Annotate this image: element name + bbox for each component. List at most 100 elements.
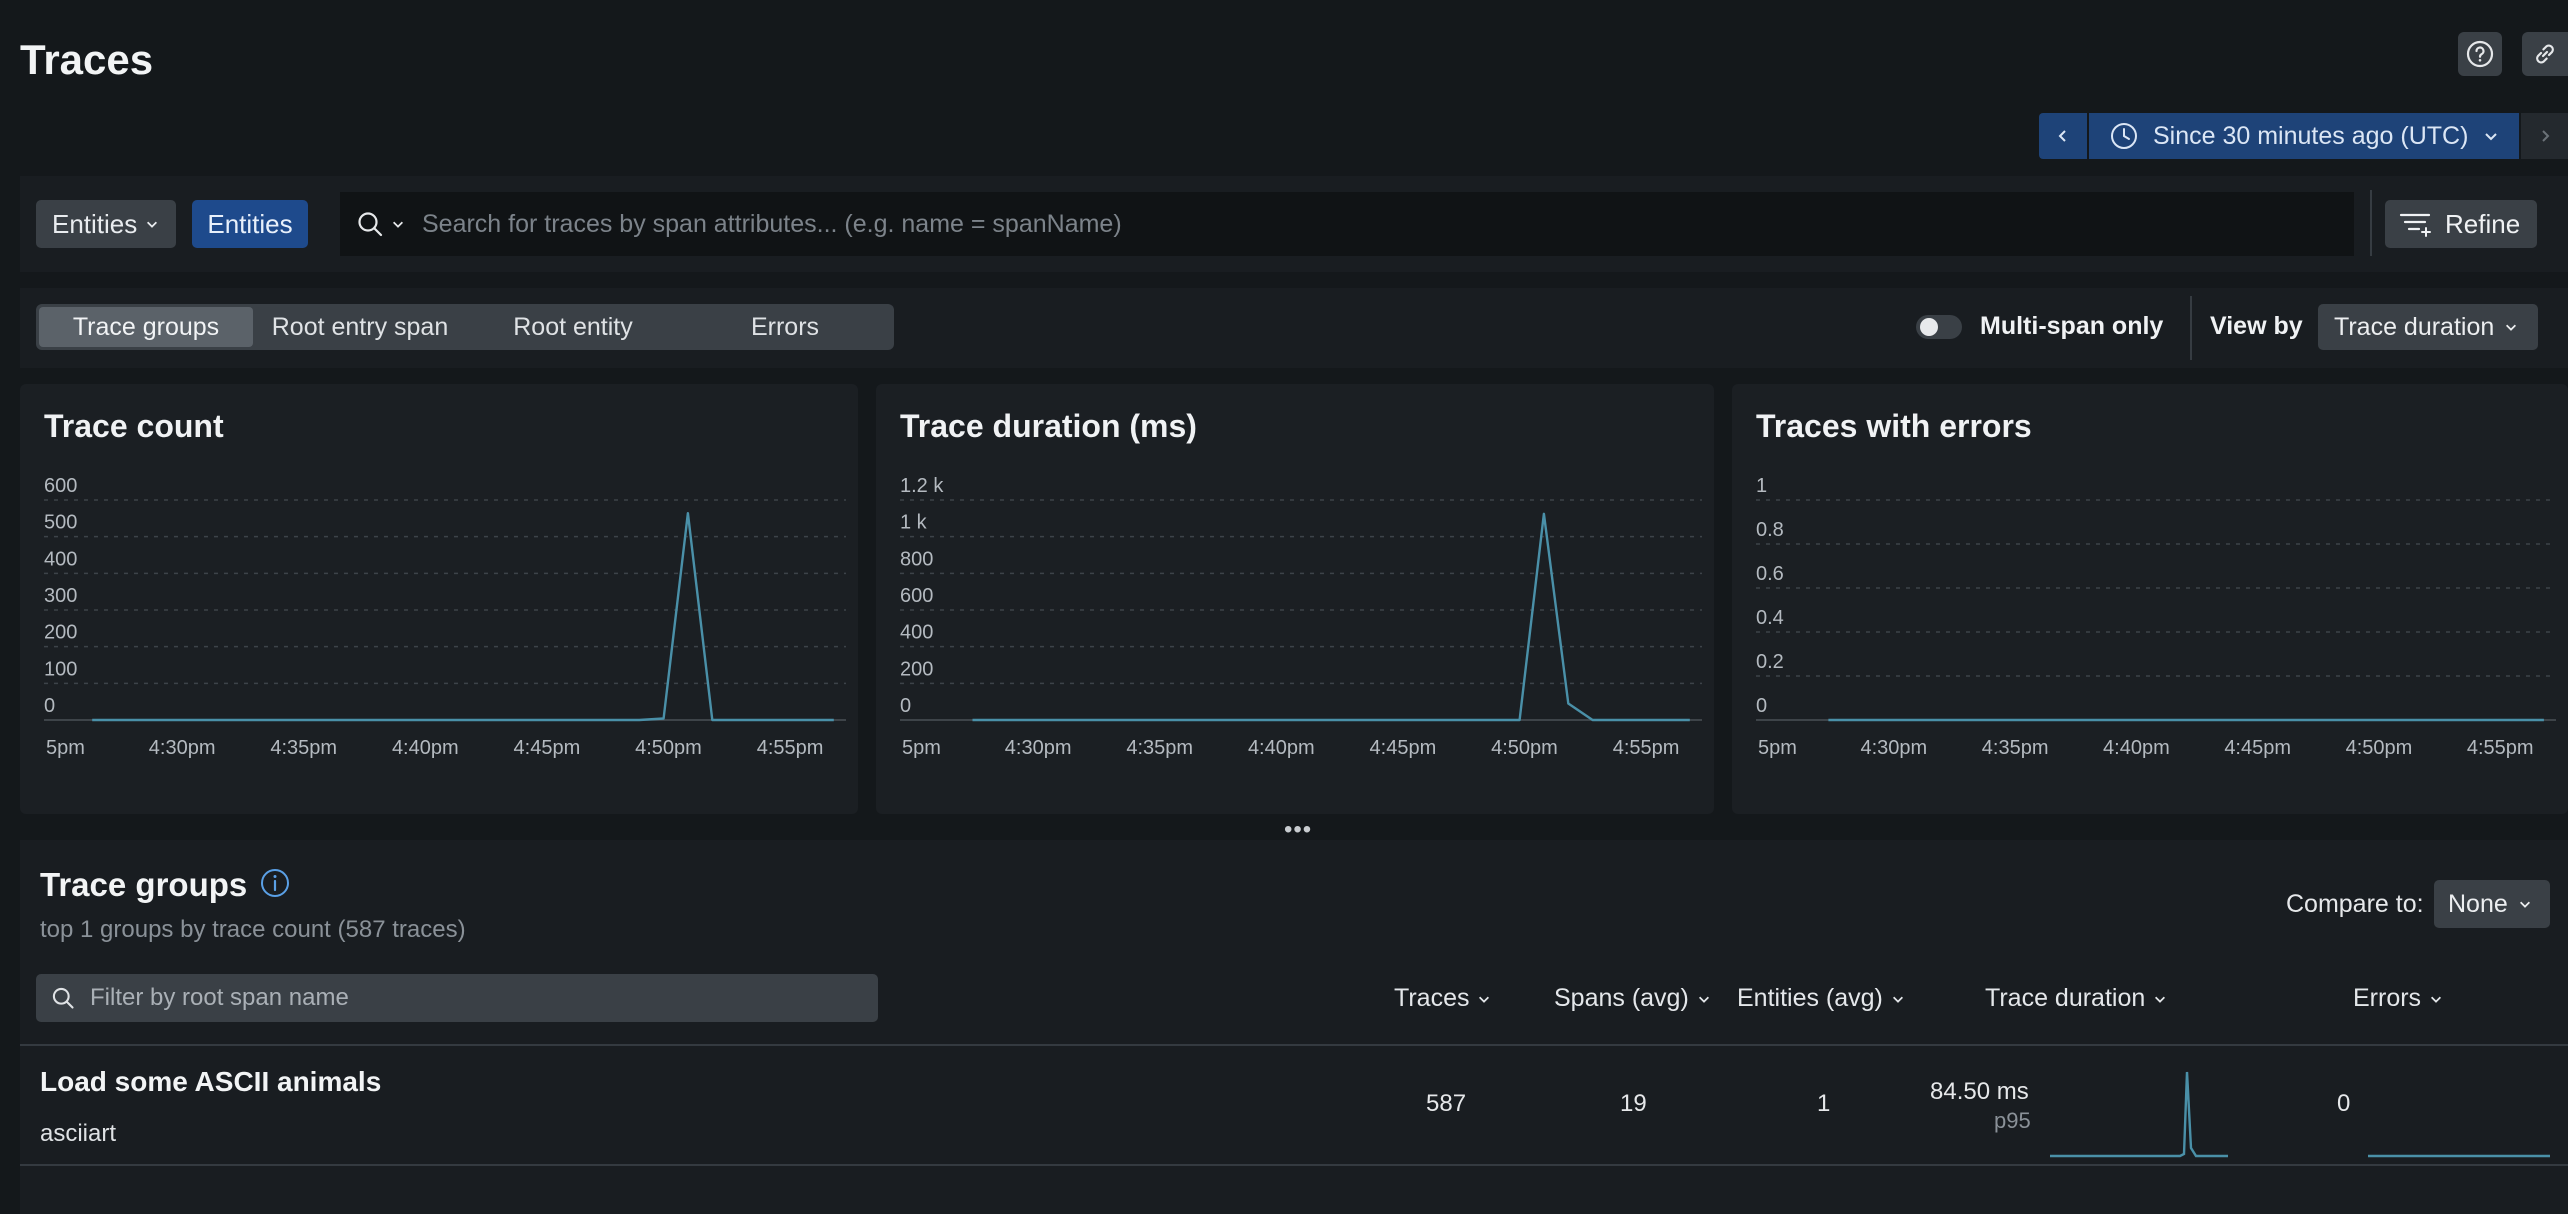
y-tick-label: 1 k [900, 512, 928, 534]
x-tick-label: 5pm [902, 737, 941, 759]
y-tick-label: 500 [44, 512, 77, 534]
x-tick-label: 4:40pm [392, 737, 459, 759]
trace-group-entity[interactable]: asciiart [40, 1120, 117, 1147]
time-picker-dropdown[interactable]: Since 30 minutes ago (UTC) [2089, 113, 2519, 159]
chevron-down-icon [147, 221, 158, 228]
trace-count-chart: 600 500 400 300 200 100 0 5pm 4:30pm 4:35pm 4:40pm… [44, 475, 846, 759]
chart-card-traces-with-errors[interactable]: Traces with errors 1 0.8 0.6 0.4 0.2 0 5pm 4:30… [1732, 384, 2568, 814]
y-tick-label: 1 [1756, 475, 1767, 497]
column-header-spans[interactable]: Spans (avg) [1554, 984, 1711, 1013]
x-tick-label: 4:55pm [2467, 737, 2534, 759]
table-divider [20, 1044, 2568, 1046]
chevron-down-icon [1698, 996, 1709, 1003]
y-tick-label: 0.8 [1756, 519, 1784, 541]
chart-title: Trace count [44, 408, 224, 444]
cell-spans: 19 [1620, 1090, 1647, 1117]
view-by-label: View by [2210, 312, 2303, 340]
column-header-traces[interactable]: Traces [1394, 984, 1491, 1013]
cell-traces: 587 [1426, 1090, 1467, 1117]
chevron-down-icon [2506, 324, 2517, 331]
chevron-down-icon [2485, 133, 2497, 141]
view-tabs: Trace groups Root entry span Root entity… [36, 304, 894, 350]
x-tick-label: 4:50pm [1491, 737, 1558, 759]
y-tick-label: 0.4 [1756, 607, 1784, 629]
tab-root-entity[interactable]: Root entity [513, 312, 633, 341]
cell-errors: 0 [2337, 1090, 2351, 1117]
duration-sparkline [2050, 1071, 2228, 1158]
y-tick-label: 1.2 k [900, 475, 944, 497]
time-prev-button[interactable] [2039, 113, 2087, 159]
search-icon [358, 212, 383, 237]
y-tick-label: 600 [44, 475, 77, 497]
chevron-down-icon [1892, 996, 1903, 1003]
cell-trace-duration: 84.50 ms [1930, 1078, 2029, 1105]
y-tick-label: 100 [44, 658, 77, 680]
series-line[interactable] [92, 511, 834, 722]
series-line[interactable] [972, 512, 1690, 722]
column-header-entities[interactable]: Entities (avg) [1737, 984, 1905, 1013]
compare-to-value: None [2448, 889, 2508, 918]
tab-trace-groups[interactable]: Trace groups [39, 307, 253, 347]
view-by-dropdown[interactable]: Trace duration [2318, 304, 2538, 350]
chevron-down-icon [2155, 996, 2166, 1003]
x-tick-label: 5pm [1758, 737, 1797, 759]
page-title: Traces [20, 36, 154, 83]
x-tick-label: 4:45pm [514, 737, 581, 759]
help-button[interactable] [2458, 32, 2502, 76]
tab-root-entry-span[interactable]: Root entry span [271, 312, 449, 341]
chart-title: Trace duration (ms) [900, 408, 1197, 444]
x-tick-label: 4:55pm [757, 737, 824, 759]
filter-input[interactable] [88, 983, 852, 1013]
y-tick-label: 0 [44, 695, 55, 717]
trace-duration-chart: 1.2 k 1 k 800 600 400 200 0 5pm 4:30pm 4:35pm 4:40… [900, 475, 1702, 759]
chart-card-trace-count[interactable]: Trace count 600 500 400 300 200 100 0 5pm 4:30pm… [20, 384, 858, 814]
time-next-button[interactable] [2521, 113, 2568, 159]
chevron-down-icon [2519, 901, 2530, 908]
resize-handle[interactable]: ••• [1284, 816, 1313, 843]
filter-add-icon [2399, 213, 2431, 237]
chevron-down-icon [2431, 996, 2442, 1003]
x-tick-label: 4:35pm [270, 737, 337, 759]
y-tick-label: 300 [44, 585, 77, 607]
entities-dropdown-label: Entities [52, 208, 138, 239]
chevron-down-icon [1479, 996, 1490, 1003]
chevron-right-icon [2541, 130, 2549, 142]
chart-card-trace-duration[interactable]: Trace duration (ms) 1.2 k 1 k 800 600 400 200… [876, 384, 1714, 814]
chevron-down-icon [393, 221, 403, 228]
x-tick-label: 4:35pm [1982, 737, 2049, 759]
multi-span-toggle[interactable] [1916, 315, 1962, 339]
trace-groups-panel [20, 840, 2568, 1214]
trace-groups-subtitle: top 1 groups by trace count (587 traces) [40, 916, 466, 943]
entities-dropdown[interactable]: Entities [36, 200, 176, 248]
refine-button[interactable]: Refine [2385, 200, 2537, 248]
table-divider [20, 1164, 2568, 1166]
trace-search-field [340, 192, 2354, 256]
link-icon [2536, 44, 2554, 64]
help-icon [2466, 40, 2494, 68]
y-tick-label: 600 [900, 585, 933, 607]
entities-button[interactable]: Entities [192, 200, 308, 248]
tab-errors[interactable]: Errors [750, 312, 820, 341]
x-tick-label: 4:35pm [1126, 737, 1193, 759]
trace-group-name[interactable]: Load some ASCII animals [40, 1066, 382, 1097]
search-input[interactable] [420, 208, 2324, 240]
column-label: Traces [1394, 984, 1470, 1012]
x-tick-label: 4:45pm [1370, 737, 1437, 759]
info-button[interactable] [258, 866, 292, 905]
cell-duration-percentile: p95 [1994, 1108, 2031, 1133]
root-span-filter [36, 974, 878, 1022]
cell-entities: 1 [1817, 1090, 1831, 1117]
compare-to-dropdown[interactable]: None [2434, 880, 2550, 928]
copy-link-button[interactable] [2522, 32, 2568, 76]
y-tick-label: 800 [900, 548, 933, 570]
column-header-trace-duration[interactable]: Trace duration [1985, 984, 2167, 1013]
search-mode-dropdown[interactable] [340, 209, 420, 239]
column-header-errors[interactable]: Errors [2353, 984, 2443, 1013]
y-tick-label: 0 [1756, 695, 1767, 717]
view-by-value: Trace duration [2334, 312, 2495, 341]
column-label: Errors [2353, 984, 2422, 1012]
errors-sparkline [2368, 1154, 2550, 1158]
chevron-left-icon [2058, 130, 2066, 142]
x-tick-label: 4:40pm [1248, 737, 1315, 759]
x-tick-label: 4:30pm [1861, 737, 1928, 759]
